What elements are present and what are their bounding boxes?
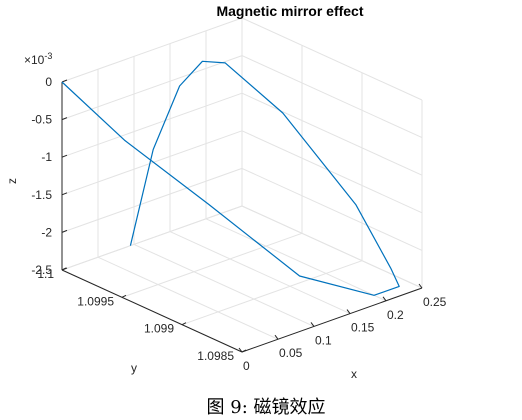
z-multiplier-base: ×10 xyxy=(24,53,45,67)
x-tick-label: 0 xyxy=(243,359,250,373)
y-tick-label: 1.0995 xyxy=(77,294,114,308)
y-tick-label: 1.099 xyxy=(144,322,174,336)
y-tick-mark xyxy=(241,349,247,353)
series-line-group xyxy=(61,60,400,296)
z-tick-mark xyxy=(61,192,68,196)
figure-caption: 图 9: 磁镜效应 xyxy=(206,397,326,418)
z-tick-label: 0 xyxy=(45,75,52,89)
x-tick-mark xyxy=(310,322,315,327)
z-tick-label: -0.5 xyxy=(31,113,52,127)
grid-z-side-wall xyxy=(241,55,423,139)
x-tick-mark xyxy=(238,347,243,353)
tick-labels: 0 0.05 0.1 0.15 0.2 0.25 1.1 1.0995 1.099 1.0985 0… xyxy=(31,75,446,373)
grid-z-side-wall xyxy=(241,130,423,214)
grid-z-side-wall xyxy=(241,92,423,176)
axis-lines xyxy=(61,79,423,353)
grid-z-back-wall xyxy=(61,92,243,158)
grid-z-back-wall xyxy=(61,167,243,233)
x-tick-label: 0.15 xyxy=(351,321,375,335)
grid-y-floor xyxy=(181,260,363,326)
grid-z-back-wall xyxy=(61,17,243,83)
y-tick-mark xyxy=(121,294,127,298)
z-tick-mark xyxy=(61,117,68,121)
z-tick-label: -2.5 xyxy=(31,263,52,277)
x-axis-line xyxy=(241,287,423,353)
z-multiplier-exponent: -3 xyxy=(44,51,52,61)
z-tick-label: -2 xyxy=(41,225,52,239)
grid-x-floor xyxy=(97,256,279,340)
grid-z-back-wall xyxy=(61,55,243,121)
z-axis-label: z xyxy=(5,178,19,184)
x-tick-label: 0.05 xyxy=(279,346,303,360)
x-tick-mark xyxy=(418,283,423,289)
z-tick-mark xyxy=(61,154,68,158)
x-tick-label: 0.25 xyxy=(423,295,447,309)
z-axis-multiplier: ×10-3 xyxy=(24,51,52,67)
grid-z-side-wall xyxy=(241,205,423,289)
grid-y-floor xyxy=(121,232,303,298)
z-tick-mark xyxy=(61,267,68,271)
chart-title: Magnetic mirror effect xyxy=(216,3,364,19)
z-tick-label: -1 xyxy=(41,150,52,164)
grid-lines xyxy=(61,17,423,353)
y-tick-label: 1.1 xyxy=(37,267,54,281)
z-tick-mark xyxy=(61,79,68,83)
trajectory-line xyxy=(61,60,400,296)
z-tick-mark xyxy=(61,229,68,233)
grid-x-floor xyxy=(169,231,351,315)
grid-x-floor xyxy=(133,243,315,327)
x-tick-mark xyxy=(274,334,279,340)
grid-x-floor xyxy=(205,218,387,302)
y-tick-mark xyxy=(181,322,187,326)
x-axis-label: x xyxy=(351,367,357,381)
z-tick-label: -1.5 xyxy=(31,188,52,202)
x-tick-mark xyxy=(382,296,387,302)
y-axis-label: y xyxy=(131,361,137,375)
y-tick-label: 1.0985 xyxy=(197,349,234,363)
y-axis-line xyxy=(61,269,243,353)
grid-z-back-wall xyxy=(61,130,243,196)
grid-z-side-wall xyxy=(241,167,423,251)
x-tick-label: 0.2 xyxy=(387,308,404,322)
grid-z-side-wall xyxy=(241,17,423,101)
x-tick-mark xyxy=(346,309,351,314)
x-tick-label: 0.1 xyxy=(315,333,332,347)
grid-z-back-wall xyxy=(61,205,243,271)
